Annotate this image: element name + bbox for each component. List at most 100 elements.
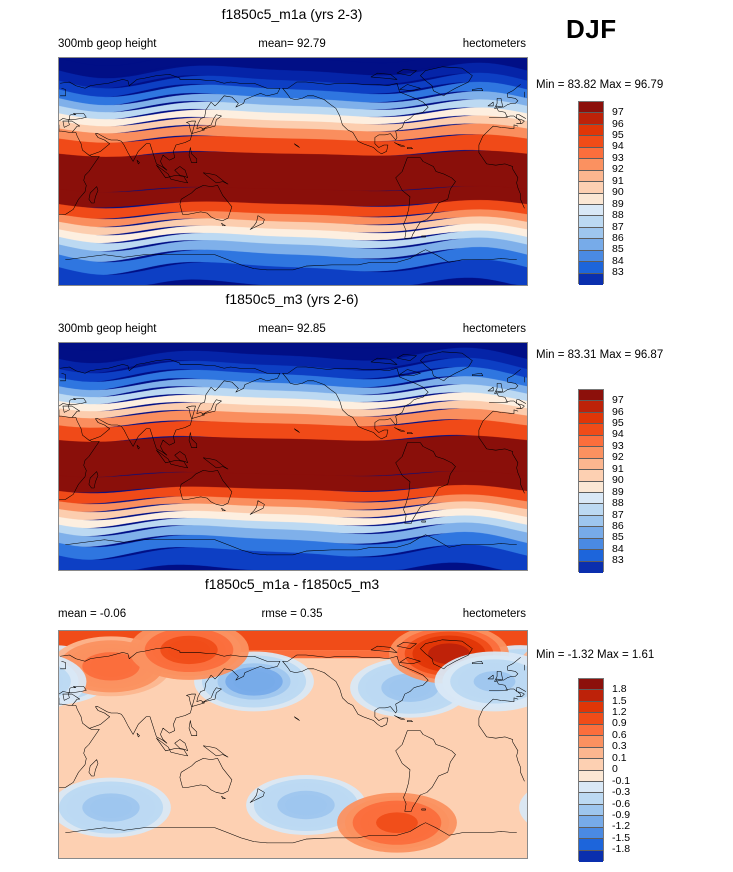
colorbar-swatch (579, 781, 603, 794)
minmax-label: Min = 83.82 Max = 96.79 (536, 79, 664, 91)
colorbar-swatch (579, 679, 603, 691)
colorbar-swatch (579, 515, 603, 528)
colorbar-swatch (579, 561, 603, 573)
colorbar-swatch (579, 701, 603, 714)
colorbar-swatches (578, 678, 604, 862)
panel-title: f1850c5_m3 (yrs 2-6) (225, 291, 359, 307)
colorbar-tick-label: 91 (612, 462, 624, 475)
colorbar-swatch (579, 504, 603, 516)
panel-model-m1a: f1850c5_m1a (yrs 2-3) 300mb geop height … (0, 0, 733, 290)
colorbar-swatch (579, 159, 603, 171)
colorbar-tick-label: -0.6 (612, 797, 631, 810)
colorbar-tick-label: 89 (612, 485, 624, 498)
colorbar-tick-label: -1.8 (612, 843, 631, 856)
colorbar-tick-label: -0.1 (612, 774, 631, 787)
colorbar-tick-label: 97 (612, 106, 624, 119)
colorbar-tick-label: 88 (612, 497, 624, 510)
map-plot-m1a (58, 57, 528, 286)
colorbar-tick-label: 0.6 (612, 728, 627, 741)
colorbar-tick-label: -1.5 (612, 831, 631, 844)
panel-title: f1850c5_m1a (yrs 2-3) (221, 6, 363, 22)
colorbar-tick-label: 92 (612, 451, 624, 464)
colorbar-tick-label: 90 (612, 186, 624, 199)
minmax-label: Min = 83.31 Max = 96.87 (536, 349, 664, 361)
panel-units-label: hectometers (462, 608, 526, 620)
colorbar-swatches (578, 389, 604, 573)
colorbar-tick-label: 87 (612, 508, 624, 521)
colorbar-tick-label: 85 (612, 243, 624, 256)
panel-mean-label: mean= 92.85 (258, 323, 326, 335)
colorbar-swatch (579, 550, 603, 562)
colorbar-tick-label: 88 (612, 209, 624, 222)
panel-mean-label: mean = -0.06 (58, 608, 127, 620)
panel-subheader: mean = -0.06 rmse = 0.35 hectometers (58, 606, 526, 622)
colorbar-tick-label: 89 (612, 197, 624, 210)
map-plot-m3 (58, 342, 528, 571)
colorbar-tick-label: 84 (612, 254, 624, 267)
colorbar-tick-label: 96 (612, 405, 624, 418)
colorbar-tick-label: 1.8 (612, 683, 627, 696)
colorbar-swatch (579, 736, 603, 748)
colorbar-swatch (579, 747, 603, 760)
colorbar-swatch (579, 113, 603, 125)
colorbar-swatch (579, 124, 603, 137)
colorbar-swatch (579, 470, 603, 482)
panel-mean-label: mean= 92.79 (258, 38, 326, 50)
colorbar-swatches (578, 101, 604, 285)
colorbar-swatch (579, 424, 603, 436)
minmax-label: Min = -1.32 Max = 1.61 (536, 649, 655, 661)
coastlines (59, 66, 526, 271)
colorbar-swatch (579, 447, 603, 459)
colorbar-tick-label: 83 (612, 266, 624, 279)
colorbar-tick-label: 1.2 (612, 706, 627, 718)
colorbar-swatch (579, 136, 603, 148)
colorbar-swatch (579, 690, 603, 702)
colorbar-tick-label: -0.3 (612, 786, 631, 799)
coastlines (59, 639, 526, 844)
colorbar-swatch (579, 793, 603, 805)
colorbar-swatch (579, 492, 603, 505)
colorbar-swatch (579, 216, 603, 228)
map-plot-difference (58, 630, 528, 859)
colorbar-tick-label: 90 (612, 474, 624, 487)
colorbar-tick-label: 92 (612, 163, 624, 176)
colorbar-swatch (579, 102, 603, 114)
colorbar-tick-label: 87 (612, 220, 624, 233)
panel-model-m3: f1850c5_m3 (yrs 2-6) 300mb geop height m… (0, 285, 733, 575)
season-label: DJF (566, 14, 617, 44)
colorbar-swatch (579, 193, 603, 205)
colorbar-swatch (579, 412, 603, 425)
colorbar-tick-label: 93 (612, 151, 624, 164)
colorbar-swatch (579, 250, 603, 263)
colorbar-swatch (579, 770, 603, 782)
colorbar-swatch (579, 713, 603, 725)
colorbar-swatch (579, 147, 603, 160)
colorbar-tick-label: -1.2 (612, 820, 631, 833)
colorbar-tick-label: 95 (612, 417, 624, 429)
colorbar-tick-label: 84 (612, 542, 624, 555)
contour-field (59, 58, 527, 285)
contour-field (59, 343, 527, 570)
colorbar-tick-label: 85 (612, 531, 624, 544)
panel-subheader: 300mb geop height mean= 92.85 hectometer… (58, 321, 526, 337)
colorbar-tick-label: 0.3 (612, 740, 627, 753)
colorbar-swatch (579, 724, 603, 737)
panel-rmse-label: rmse = 0.35 (261, 608, 323, 620)
panel-title: f1850c5_m1a - f1850c5_m3 (204, 576, 380, 592)
colorbar-tick-label: 97 (612, 394, 624, 407)
panel-subheader: 300mb geop height mean= 92.79 hectometer… (58, 36, 526, 52)
colorbar-tick-label: 94 (612, 140, 624, 153)
colorbar-swatch (579, 827, 603, 840)
colorbar-tick-label: 94 (612, 428, 624, 441)
colorbar-tick-label: 93 (612, 439, 624, 452)
colorbar-tick-label: 95 (612, 129, 624, 141)
colorbar-tick-label: 86 (612, 519, 624, 532)
coastlines (59, 351, 526, 556)
colorbar-tick-label: 0.1 (612, 751, 627, 764)
colorbar-swatch (579, 839, 603, 851)
colorbar-swatch (579, 273, 603, 285)
colorbar-tick-label: 86 (612, 231, 624, 244)
colorbar-swatch (579, 527, 603, 539)
colorbar-swatch (579, 401, 603, 413)
colorbar-swatch (579, 816, 603, 828)
